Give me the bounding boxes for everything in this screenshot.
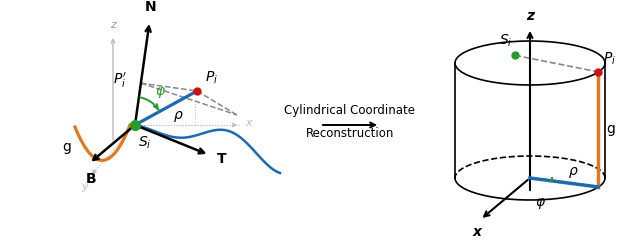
- Text: T: T: [217, 152, 227, 166]
- Text: x: x: [473, 225, 482, 239]
- Text: g: g: [63, 140, 72, 154]
- Text: N: N: [145, 0, 156, 14]
- Text: $S_i$: $S_i$: [138, 135, 152, 151]
- Text: Reconstruction: Reconstruction: [306, 127, 394, 140]
- Text: B: B: [86, 172, 97, 186]
- Text: $P_i$: $P_i$: [604, 51, 616, 67]
- Text: z: z: [110, 20, 116, 30]
- Text: x: x: [245, 118, 252, 128]
- Text: y: y: [82, 182, 88, 192]
- Text: $P_i$: $P_i$: [205, 69, 218, 86]
- Text: $P_i'$: $P_i'$: [113, 70, 127, 90]
- Text: g: g: [607, 122, 615, 137]
- Text: $\rho$: $\rho$: [173, 109, 183, 123]
- Text: $\rho$: $\rho$: [568, 165, 579, 180]
- Text: $\varphi$: $\varphi$: [155, 86, 166, 101]
- Text: Cylindrical Coordinate: Cylindrical Coordinate: [285, 104, 415, 117]
- Text: $\varphi$: $\varphi$: [535, 196, 546, 211]
- Text: $S_i$: $S_i$: [499, 33, 512, 49]
- Text: z: z: [526, 9, 534, 23]
